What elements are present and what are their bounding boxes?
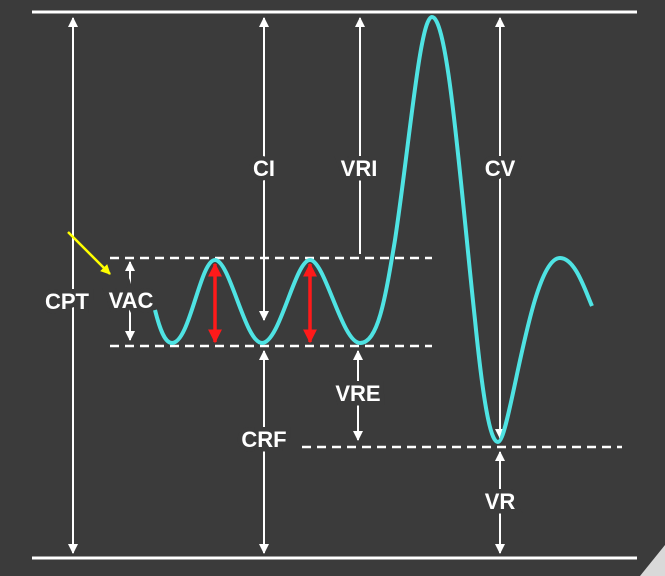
- label: CPT: [45, 289, 90, 314]
- label: VR: [485, 489, 516, 514]
- label: CV: [485, 156, 516, 181]
- label: CI: [253, 156, 275, 181]
- yellow-arrow: [67, 231, 111, 275]
- label: VAC: [109, 288, 154, 313]
- label: VRE: [335, 381, 380, 406]
- volume-curve: [153, 14, 594, 445]
- corner-decoration: [640, 545, 665, 576]
- label: CRF: [241, 427, 286, 452]
- label: VRI: [341, 156, 378, 181]
